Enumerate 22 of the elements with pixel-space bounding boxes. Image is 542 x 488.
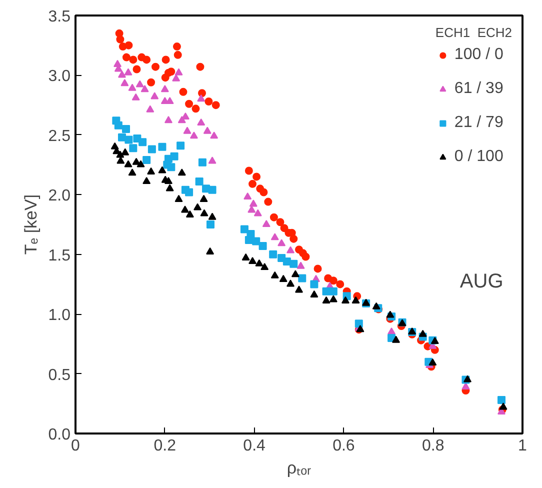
legend-label: 0 / 100 <box>454 148 504 166</box>
y-tick-label: 3.5 <box>48 8 71 26</box>
y-tick-label: 0.5 <box>48 366 71 384</box>
x-tick-label: 1 <box>518 438 528 454</box>
annotation: AUG <box>460 270 504 293</box>
legend-label: 61 / 39 <box>454 80 504 98</box>
x-tick-label: 0.2 <box>154 438 176 454</box>
x-axis-title: ρₜₒᵣ <box>286 458 312 478</box>
y-tick-label: 1.0 <box>48 307 71 324</box>
legend-label: 21 / 79 <box>454 114 504 132</box>
y-tick-label: 0.0 <box>48 426 71 444</box>
y-tick-label: 2.0 <box>48 188 71 205</box>
x-tick-label: 0.4 <box>243 438 266 454</box>
legend-title: ECH1 ECH2 <box>435 25 512 40</box>
x-tick-label: 0.6 <box>332 438 355 454</box>
y-tick-label: 1.5 <box>48 247 71 264</box>
x-tick-label: 0.8 <box>422 438 444 454</box>
legend-label: 100 / 0 <box>454 46 504 64</box>
y-tick-label: 2.5 <box>48 128 71 145</box>
y-axis-title: Tₑ [keV] <box>21 194 40 255</box>
x-tick-label: 0 <box>71 438 80 454</box>
y-tick-label: 3.0 <box>48 68 71 86</box>
